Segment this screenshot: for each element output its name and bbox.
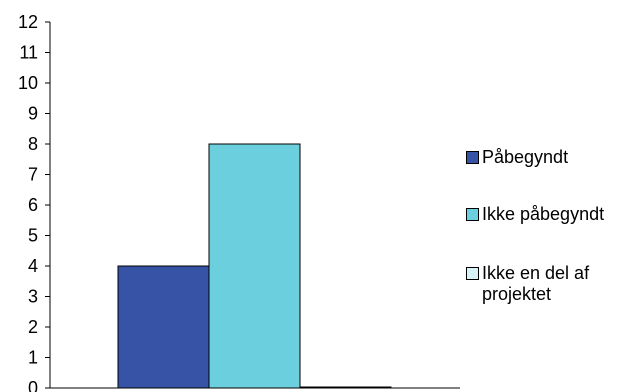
legend-label: Ikke påbegyndt (482, 204, 605, 224)
y-tick-label: 2 (28, 317, 38, 337)
y-tick-label: 7 (28, 165, 38, 185)
y-tick-label: 3 (28, 287, 38, 307)
y-tick-label: 1 (28, 348, 38, 368)
bar-p-begyndt (117, 265, 210, 389)
y-tick-label: 10 (18, 73, 38, 93)
legend-item-ikke-paabegyndt: Ikke påbegyndt (466, 204, 622, 225)
legend-item-paabegyndt: Påbegyndt (466, 147, 622, 168)
y-tick-label: 6 (28, 195, 38, 215)
legend-label: Påbegyndt (482, 147, 569, 167)
bar-ikke-p-begyndt (208, 143, 301, 389)
bars (117, 143, 392, 389)
y-tick-label: 5 (28, 226, 38, 246)
y-tick-label: 9 (28, 104, 38, 124)
legend-swatch-ikke-paabegyndt (466, 208, 479, 221)
y-tick-label: 0 (28, 378, 38, 392)
y-tick-label: 12 (18, 12, 38, 32)
legend-label: Ikke en del af projektet (482, 263, 590, 304)
y-tick-label: 11 (19, 43, 38, 63)
legend-swatch-paabegyndt (466, 151, 479, 164)
y-tick-label: 4 (28, 256, 38, 276)
legend-swatch-ikke-en-del-af-projektet (466, 267, 479, 280)
y-tick-label: 8 (28, 134, 38, 154)
legend-item-ikke-en-del-af-projektet: Ikke en del af projektet (466, 263, 622, 305)
